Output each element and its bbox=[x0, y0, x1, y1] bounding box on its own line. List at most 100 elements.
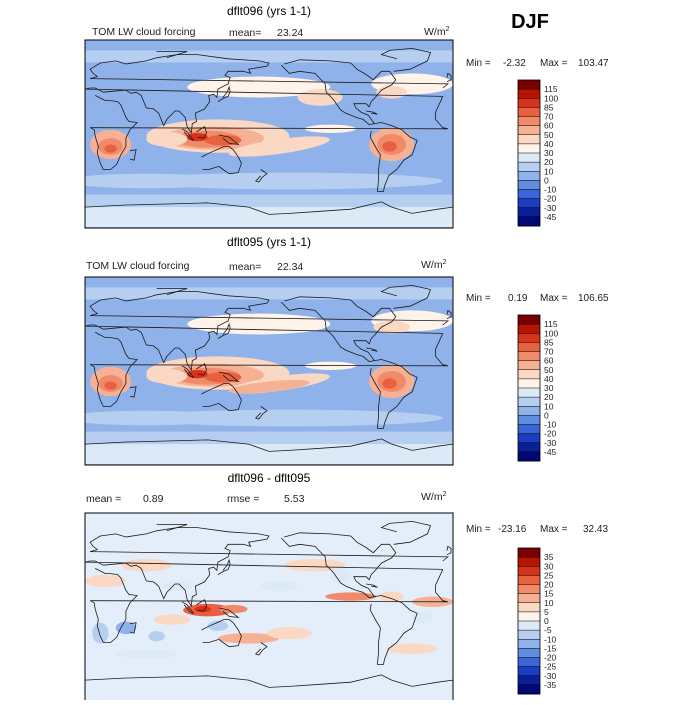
forcing-region bbox=[386, 643, 438, 654]
coastline bbox=[196, 599, 208, 612]
colorbar-swatch bbox=[518, 657, 540, 668]
colorbar-swatch bbox=[518, 207, 540, 218]
panel-1-max-value: 103.47 bbox=[578, 58, 609, 69]
colorbar-swatch bbox=[518, 442, 540, 453]
colorbar-swatch bbox=[518, 433, 540, 444]
colorbar-tick-label: 70 bbox=[544, 347, 554, 357]
colorbar-tick-label: -10 bbox=[544, 634, 557, 644]
colorbar-tick-label: -20 bbox=[544, 194, 557, 204]
coastline bbox=[254, 642, 268, 656]
colorbar-tick-label: -20 bbox=[544, 653, 557, 663]
panel-1-title: dflt096 (yrs 1-1) bbox=[227, 4, 311, 18]
coastline bbox=[156, 524, 188, 532]
panel-3-min-value: -23.16 bbox=[498, 524, 527, 535]
colorbar-tick-label: 30 bbox=[544, 561, 554, 571]
colorbar-tick-label: 0 bbox=[544, 410, 549, 420]
panel-1-max-label: Max = bbox=[540, 58, 568, 69]
colorbar-tick-label: 20 bbox=[544, 392, 554, 402]
panel-2-min-value: 0.19 bbox=[508, 293, 528, 304]
colorbar-swatch bbox=[518, 666, 540, 677]
coastline bbox=[281, 296, 397, 363]
colorbar-tick-label: 100 bbox=[544, 328, 558, 338]
colorbar-swatch bbox=[518, 424, 540, 435]
forcing-region bbox=[187, 313, 331, 335]
colorbar-swatch bbox=[518, 162, 540, 172]
colorbar-tick-label: -30 bbox=[544, 438, 557, 448]
colorbar-swatch bbox=[518, 557, 540, 567]
coastline bbox=[181, 601, 195, 615]
coastline bbox=[129, 622, 137, 634]
colorbar-swatch bbox=[518, 107, 540, 117]
colorbar-tick-label: 40 bbox=[544, 139, 554, 149]
coastline bbox=[369, 595, 418, 665]
coastline bbox=[380, 520, 432, 545]
colorbar-swatch bbox=[518, 89, 540, 99]
colorbar-tick-label: -45 bbox=[544, 447, 557, 457]
panel-3-map bbox=[85, 513, 453, 701]
colorbar-swatch bbox=[518, 98, 540, 108]
forcing-region bbox=[85, 50, 453, 63]
forcing-region bbox=[382, 378, 397, 389]
colorbar-swatch bbox=[518, 388, 540, 398]
colorbar-swatch bbox=[518, 143, 540, 154]
coastline bbox=[218, 371, 240, 382]
coastline bbox=[366, 110, 378, 115]
coastline bbox=[85, 527, 450, 608]
panel-3-max-label: Max = bbox=[540, 524, 568, 535]
colorbar-tick-label: -15 bbox=[544, 643, 557, 653]
forcing-region bbox=[204, 135, 242, 146]
colorbar-tick-label: 15 bbox=[544, 589, 554, 599]
coastline bbox=[129, 149, 137, 161]
coastline bbox=[366, 347, 378, 352]
colorbar-swatch bbox=[518, 369, 540, 380]
colorbar-tick-label: 30 bbox=[544, 383, 554, 393]
colorbar-swatch bbox=[518, 315, 540, 325]
coastline bbox=[85, 201, 453, 215]
colorbar-swatch bbox=[518, 324, 540, 334]
panel-2-map-frame bbox=[84, 276, 454, 466]
colorbar-tick-label: -5 bbox=[544, 625, 552, 635]
coastline bbox=[201, 146, 242, 175]
panel-1-min-label: Min = bbox=[466, 58, 491, 69]
panel-1-map bbox=[85, 40, 453, 228]
coastline bbox=[446, 72, 452, 83]
forcing-region bbox=[146, 368, 188, 384]
panel-2-field-label: TOM LW cloud forcing bbox=[86, 260, 190, 272]
colorbar-tick-label: 60 bbox=[544, 356, 554, 366]
panel-3-rmse-label: rmse = bbox=[227, 493, 259, 505]
panel-3-mean-value: 0.89 bbox=[143, 493, 164, 505]
colorbar-tick-label: 60 bbox=[544, 121, 554, 131]
forcing-region bbox=[330, 567, 351, 585]
forcing-region bbox=[217, 633, 280, 644]
coastline bbox=[218, 134, 240, 145]
coastline bbox=[85, 438, 453, 452]
colorbar-swatch bbox=[518, 602, 540, 613]
colorbar-swatch bbox=[518, 639, 540, 649]
coastline bbox=[254, 406, 268, 420]
forcing-region bbox=[120, 558, 172, 572]
forcing-region bbox=[325, 592, 377, 601]
panel-1-map-frame bbox=[84, 39, 454, 229]
colorbar-swatch bbox=[518, 415, 540, 425]
colorbar-tick-label: -25 bbox=[544, 662, 557, 672]
coastline bbox=[181, 128, 195, 142]
panel-3-rmse-value: 5.53 bbox=[284, 493, 305, 505]
colorbar-tick-label: 20 bbox=[544, 580, 554, 590]
coastline bbox=[218, 607, 240, 618]
forcing-region bbox=[85, 574, 126, 588]
forcing-region bbox=[218, 604, 248, 614]
colorbar-swatch bbox=[518, 451, 540, 462]
colorbar-tick-label: 35 bbox=[544, 552, 554, 562]
colorbar-tick-label: 70 bbox=[544, 112, 554, 122]
colorbar-swatch bbox=[518, 575, 540, 585]
panel-2-max-label: Max = bbox=[540, 293, 568, 304]
colorbar-swatch bbox=[518, 125, 540, 136]
colorbar-swatch bbox=[518, 116, 540, 127]
colorbar-tick-label: 10 bbox=[544, 598, 554, 608]
coastline bbox=[369, 122, 418, 192]
colorbar-tick-label: 0 bbox=[544, 175, 549, 185]
forcing-region bbox=[85, 444, 453, 465]
coastline bbox=[196, 126, 208, 139]
